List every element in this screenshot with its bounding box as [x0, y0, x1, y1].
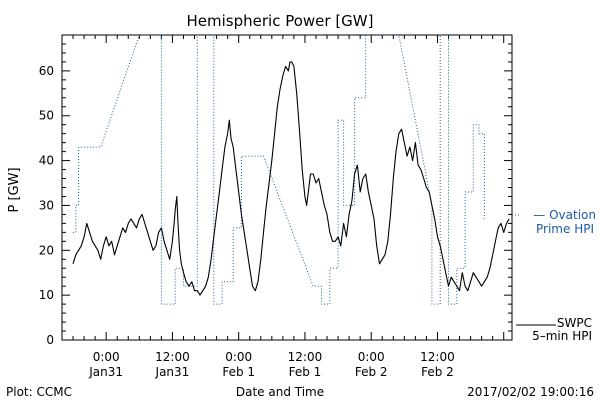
y-axis-label: P [GW]: [7, 167, 22, 212]
plot-timestamp: 2017/02/02 19:00:16: [467, 385, 594, 399]
y-tick-label: 20: [39, 243, 54, 257]
plot-credit: Plot: CCMC: [6, 385, 72, 399]
y-tick-label: 0: [46, 333, 54, 347]
y-tick-label: 30: [39, 198, 54, 212]
x-tick-time-label: 12:00: [155, 350, 190, 364]
x-tick-date-label: Jan31: [155, 365, 190, 379]
legend-ovation-label-line2: Prime HPI: [536, 222, 594, 236]
x-tick-time-label: 0:00: [358, 350, 385, 364]
x-tick-time-label: 0:00: [225, 350, 252, 364]
x-tick-date-label: Feb 1: [289, 365, 322, 379]
y-tick-label: 40: [39, 154, 54, 168]
y-tick-label: 50: [39, 109, 54, 123]
x-tick-time-label: 12:00: [288, 350, 323, 364]
x-tick-date-label: Feb 2: [355, 365, 388, 379]
series-swpc-line: [72, 61, 510, 296]
chart-title: Hemispheric Power [GW]: [187, 12, 374, 30]
series-ovation-line: [73, 35, 485, 305]
series-layer: [72, 35, 510, 305]
y-tick-label: 10: [39, 288, 54, 302]
x-tick-time-label: 12:00: [420, 350, 455, 364]
legend-swpc-label-line1: SWPC: [557, 316, 592, 330]
x-tick-date-label: Feb 2: [421, 365, 454, 379]
x-tick-date-label: Feb 1: [222, 365, 255, 379]
x-tick-date-label: Jan31: [88, 365, 123, 379]
legend-ovation-label-line1: — Ovation: [533, 208, 596, 222]
legend-swpc-label-line2: 5–min HPI: [532, 329, 592, 343]
x-axis-label: Date and Time: [236, 385, 324, 399]
plot-frame: [61, 34, 513, 341]
y-tick-label: 60: [39, 64, 54, 78]
x-tick-time-label: 0:00: [93, 350, 120, 364]
plot-border: [61, 34, 513, 341]
y-axis-ticks: 0 10 20 30 40 50 60: [39, 34, 512, 347]
